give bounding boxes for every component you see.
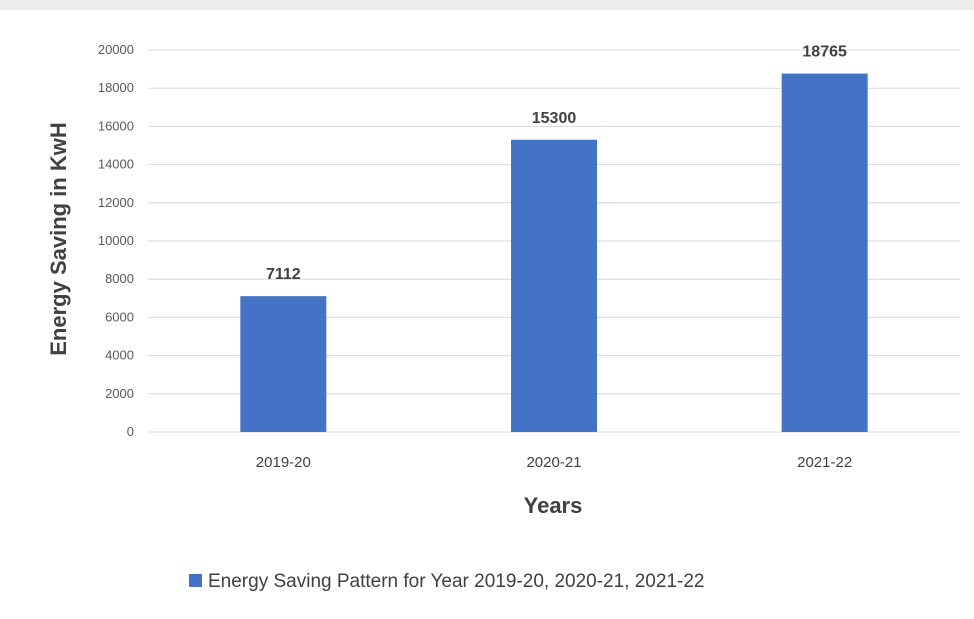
x-tick-label: 2021-22	[797, 454, 852, 471]
y-tick-label: 8000	[105, 271, 134, 286]
data-labels: 7112 15300 18765	[266, 44, 847, 284]
x-axis-title: Years	[524, 493, 583, 518]
y-tick-label: 10000	[98, 233, 134, 248]
legend-swatch	[189, 574, 202, 587]
bar	[511, 139, 597, 432]
x-tick-label: 2019-20	[256, 454, 311, 471]
legend: Energy Saving Pattern for Year 2019-20, …	[189, 571, 704, 592]
bar	[781, 73, 868, 432]
y-tick-label: 18000	[98, 80, 134, 95]
y-tick-label: 12000	[98, 195, 134, 210]
bar	[240, 296, 327, 432]
bars	[240, 73, 868, 432]
data-label: 18765	[802, 44, 847, 61]
y-tick-label: 16000	[98, 118, 134, 133]
data-label: 7112	[266, 266, 301, 283]
y-tick-label: 2000	[105, 386, 134, 401]
y-axis-ticks: 0 2000 4000 6000 8000 10000 12000 14000 16000 180…	[98, 42, 134, 439]
y-tick-label: 14000	[98, 157, 134, 172]
y-axis-title: Energy Saving in KwH	[46, 122, 71, 356]
bar-chart: 0 2000 4000 6000 8000 10000 12000 14000 16000 180…	[46, 42, 960, 592]
legend-label: Energy Saving Pattern for Year 2019-20, …	[208, 571, 704, 592]
y-tick-label: 0	[127, 424, 134, 439]
y-tick-label: 20000	[98, 42, 134, 57]
y-tick-label: 4000	[105, 348, 134, 363]
x-tick-label: 2020-21	[526, 454, 581, 471]
y-tick-label: 6000	[105, 309, 134, 324]
data-label: 15300	[532, 110, 577, 127]
x-axis-ticks: 2019-20 2020-21 2021-22	[256, 454, 852, 471]
